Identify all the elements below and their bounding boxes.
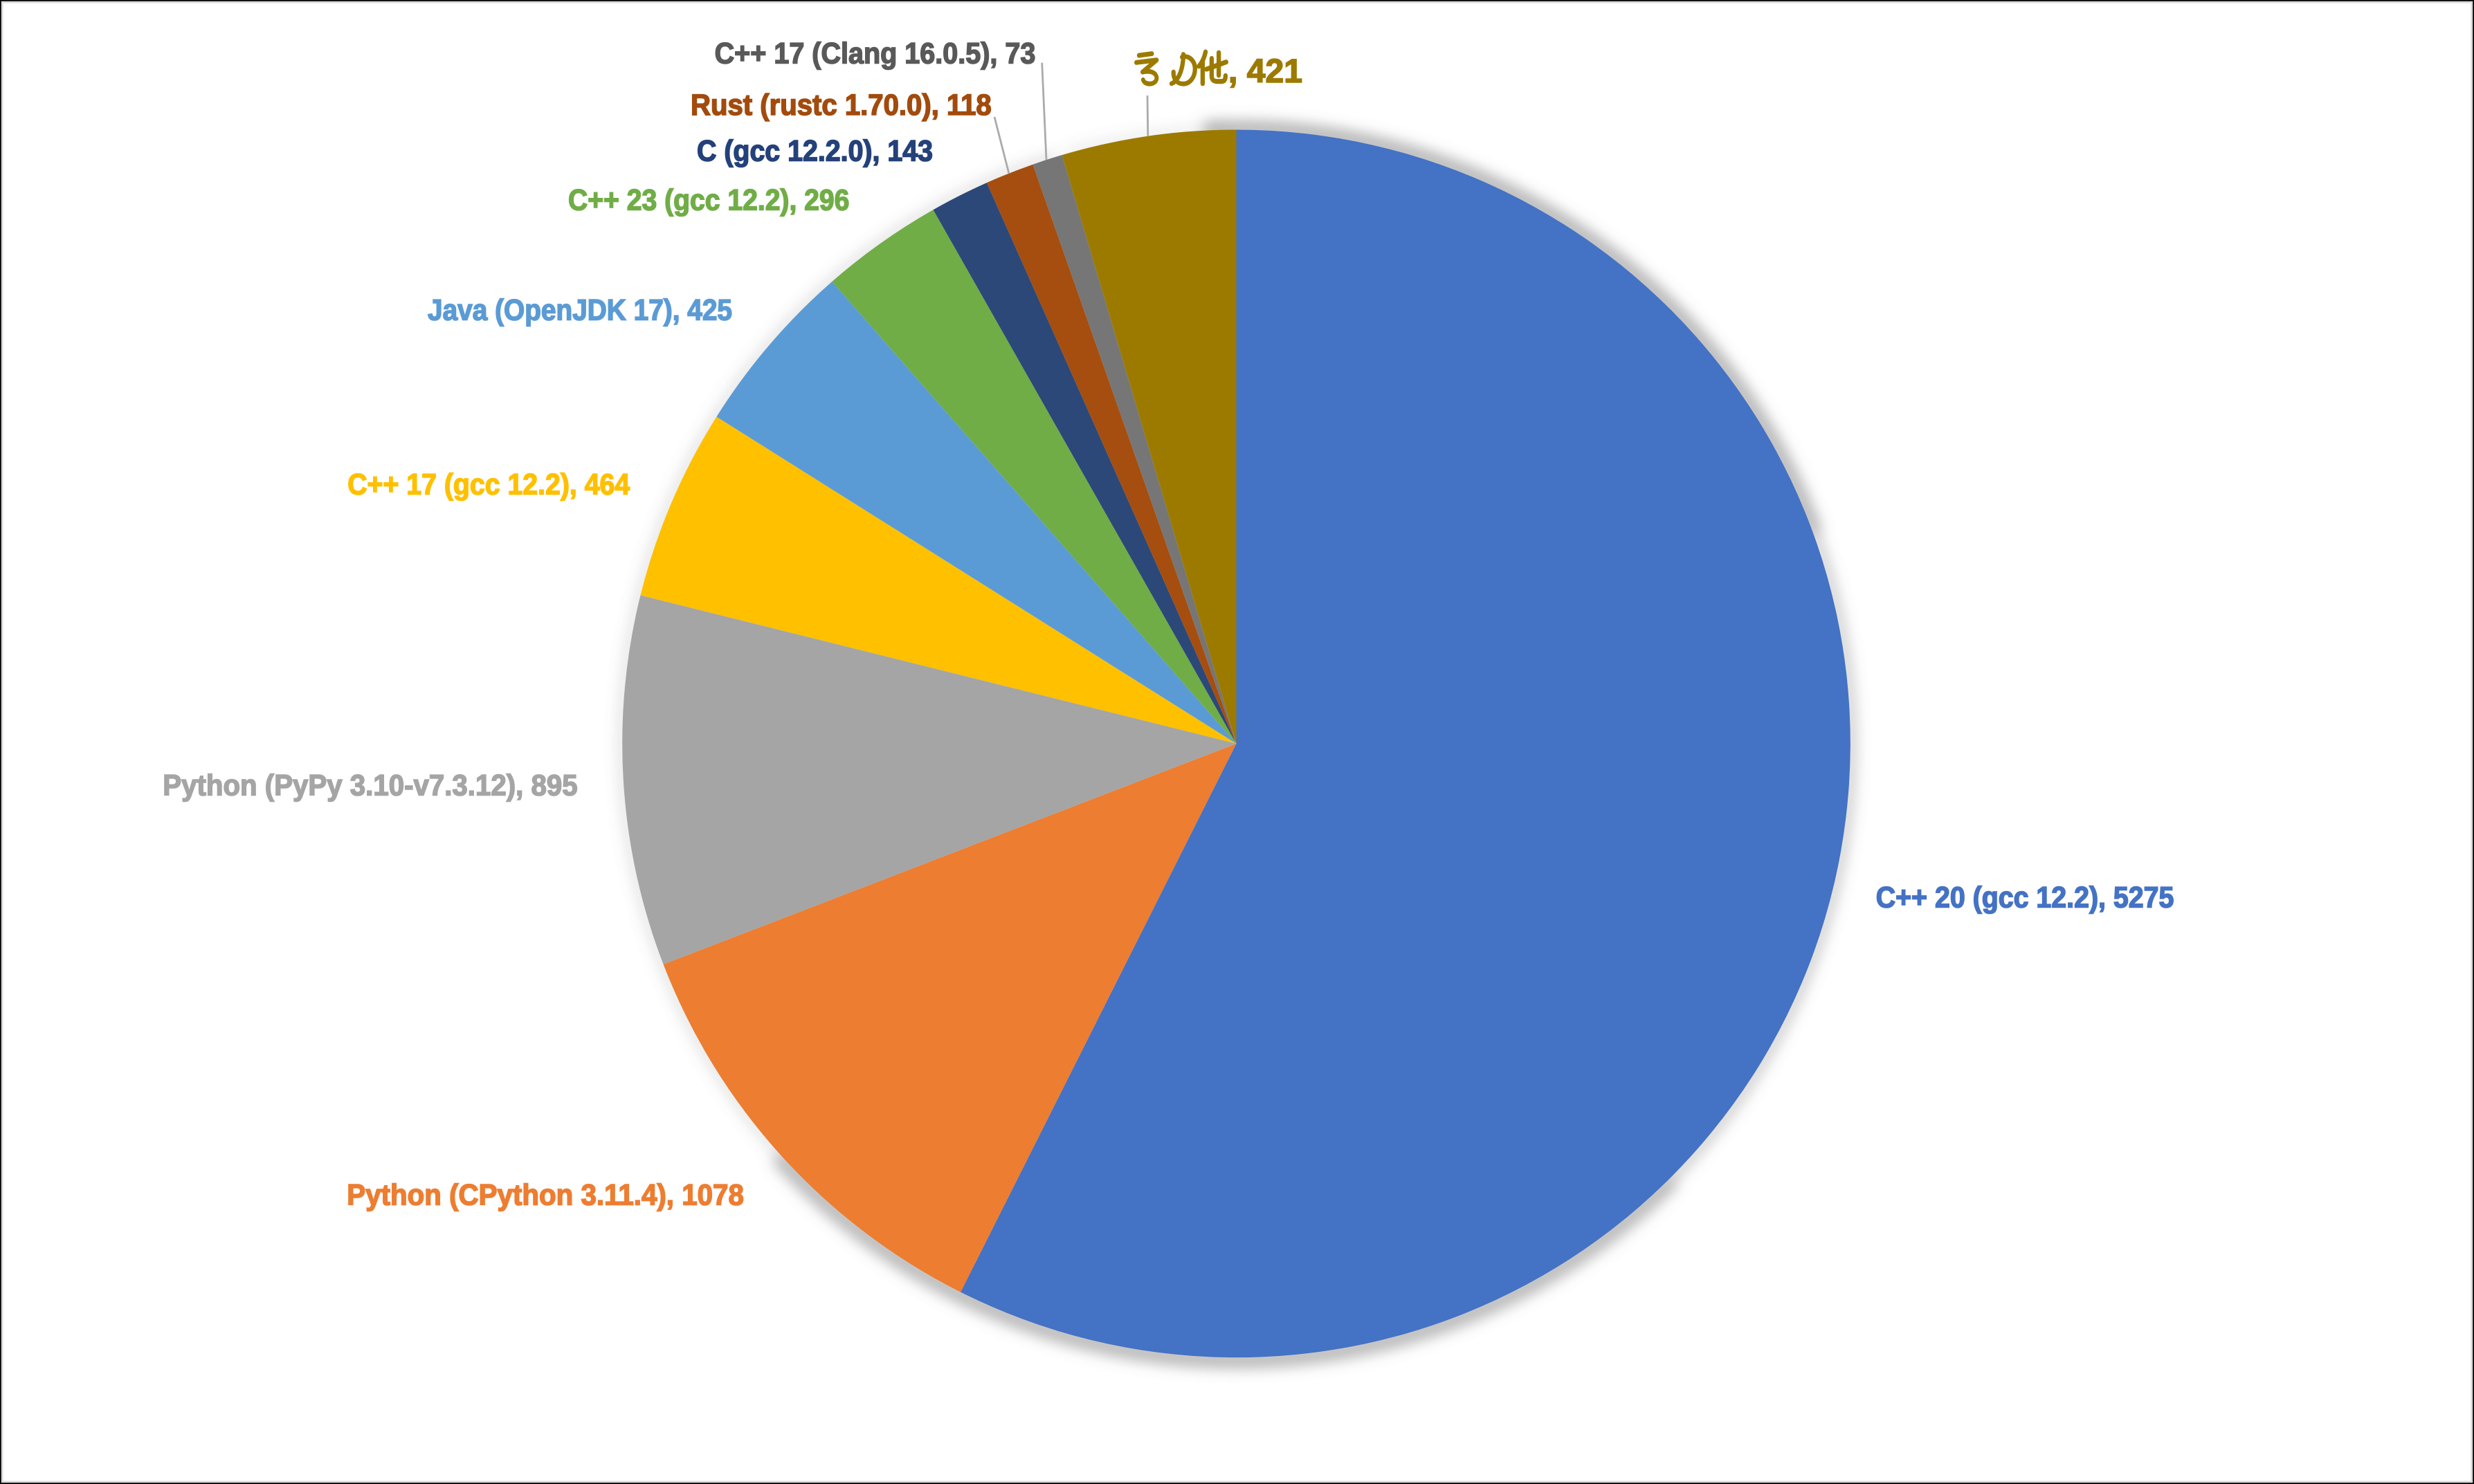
svg-text:Python (PyPy 3.10-v7.3.12), 89: Python (PyPy 3.10-v7.3.12), 895: [163, 770, 577, 803]
svg-text:Python (CPython 3.11.4), 1078: Python (CPython 3.11.4), 1078: [347, 1179, 744, 1211]
svg-text:, 421: , 421: [1228, 53, 1302, 90]
svg-text:C++ 17 (Clang 16.0.5), 73: C++ 17 (Clang 16.0.5), 73: [715, 38, 1036, 71]
svg-text:C (gcc 12.2.0), 143: C (gcc 12.2.0), 143: [697, 136, 933, 168]
svg-text:Java (OpenJDK 17), 425: Java (OpenJDK 17), 425: [428, 294, 732, 327]
svg-text:C++ 17 (gcc 12.2), 464: C++ 17 (gcc 12.2), 464: [347, 468, 630, 501]
svg-text:C++ 20 (gcc 12.2), 5275: C++ 20 (gcc 12.2), 5275: [1876, 882, 2174, 915]
svg-text:Rust (rustc 1.70.0), 118: Rust (rustc 1.70.0), 118: [691, 89, 992, 122]
svg-text:C++ 23 (gcc 12.2), 296: C++ 23 (gcc 12.2), 296: [568, 184, 849, 217]
